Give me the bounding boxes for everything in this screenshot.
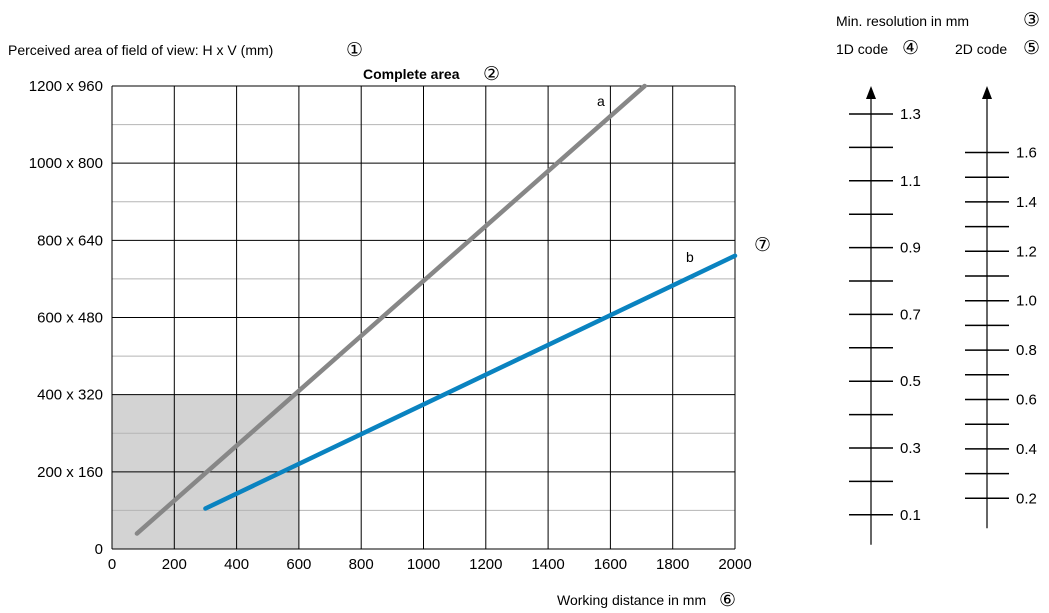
x-tick-label: 800 <box>349 556 374 573</box>
scale-2d-tick-label: 0.2 <box>1016 490 1037 507</box>
scale-1d-marker: ④ <box>902 38 919 59</box>
scale-1d-label: 1D code <box>836 41 888 57</box>
scale-1d-arrow-icon <box>866 86 876 99</box>
scale-1d-tick-label: 0.7 <box>900 306 921 323</box>
x-tick-label: 1800 <box>656 556 689 573</box>
tick-labels-layer: 0 200 x 160 400 x 320 600 x 480 800 x 640 100… <box>29 78 752 573</box>
x-tick-label: 1200 <box>469 556 502 573</box>
scale-1d-tick-label: 0.1 <box>900 507 921 524</box>
x-tick-label: 1400 <box>531 556 564 573</box>
y-tick-label: 600 x 480 <box>37 310 103 327</box>
x-tick-label: 200 <box>162 556 187 573</box>
x-tick-label: 1000 <box>407 556 440 573</box>
scale-2d-tick-label: 1.4 <box>1016 194 1037 211</box>
y-tick-label: 1200 x 960 <box>29 78 103 95</box>
y-axis-title-marker: ① <box>346 40 363 61</box>
scale-2d-marker: ⑤ <box>1023 38 1040 59</box>
x-tick-label: 2000 <box>718 556 751 573</box>
x-tick-label: 1600 <box>594 556 627 573</box>
y-tick-label: 0 <box>95 541 103 558</box>
series-line-a <box>134 83 647 536</box>
series-b-marker: ⑦ <box>754 235 771 256</box>
y-tick-label: 400 x 320 <box>37 387 103 404</box>
scale-2d-tick-label: 1.0 <box>1016 293 1037 310</box>
x-axis-title: Working distance in mm <box>557 592 706 608</box>
scale-2d-arrow-icon <box>982 86 992 99</box>
scale-2d-label: 2D code <box>955 41 1007 57</box>
scale-2d-tick-label: 0.8 <box>1016 342 1037 359</box>
y-axis-title: Perceived area of field of view: H x V (… <box>8 42 273 58</box>
x-tick-label: 0 <box>108 556 116 573</box>
chart-top-title: Complete area <box>363 66 460 82</box>
resolution-title: Min. resolution in mm <box>836 13 969 29</box>
scale-2d-tick-label: 0.6 <box>1016 392 1037 409</box>
scale-1d-tick-label: 0.9 <box>900 240 921 257</box>
x-tick-label: 400 <box>224 556 249 573</box>
scale-2d-tick-label: 1.2 <box>1016 243 1037 260</box>
chart-top-title-marker: ② <box>483 64 500 85</box>
scale-1d-tick-label: 1.1 <box>900 173 921 190</box>
scale-1d: 1.3 1.1 0.9 0.7 0.5 0.3 0.1 <box>849 86 921 545</box>
y-tick-label: 200 x 160 <box>37 464 103 481</box>
scale-2d: 1.6 1.4 1.2 1.0 0.8 0.6 0.4 0.2 <box>965 86 1037 529</box>
series-layer <box>134 83 738 536</box>
scale-1d-tick-label: 0.3 <box>900 440 921 457</box>
resolution-title-marker: ③ <box>1023 10 1040 31</box>
x-tick-label: 600 <box>286 556 311 573</box>
y-tick-label: 800 x 640 <box>37 232 103 249</box>
x-axis-title-marker: ⑥ <box>719 590 736 611</box>
series-b-label: b <box>686 249 694 265</box>
scale-1d-tick-label: 1.3 <box>900 106 921 123</box>
y-tick-label: 1000 x 800 <box>29 155 103 172</box>
series-line-b <box>203 253 738 511</box>
scale-2d-tick-label: 1.6 <box>1016 145 1037 162</box>
series-a-label: a <box>597 93 605 109</box>
scale-1d-tick-label: 0.5 <box>900 373 921 390</box>
scale-2d-tick-label: 0.4 <box>1016 441 1037 458</box>
